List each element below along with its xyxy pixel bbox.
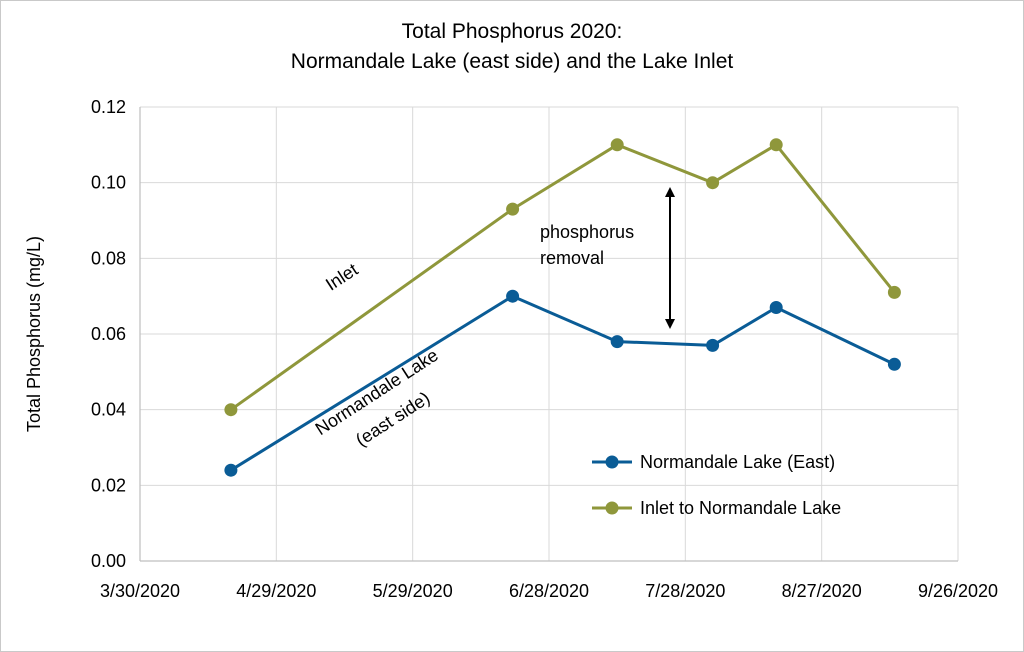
series <box>224 138 901 477</box>
chart-title-line-2: Normandale Lake (east side) and the Lake… <box>291 50 734 73</box>
chart-title-line-1: Total Phosphorus 2020: <box>402 20 623 43</box>
data-point <box>769 138 783 152</box>
data-point <box>224 463 238 477</box>
legend-label-inlet: Inlet to Normandale Lake <box>640 498 841 518</box>
x-tick-label: 4/29/2020 <box>236 581 316 601</box>
series-inlet <box>224 138 901 417</box>
y-tick-label: 0.04 <box>91 400 126 420</box>
data-point <box>887 285 901 299</box>
y-tick-label: 0.00 <box>91 551 126 571</box>
x-tick-label: 5/29/2020 <box>373 581 453 601</box>
legend-label-lake: Normandale Lake (East) <box>640 452 835 472</box>
y-tick-labels: 0.00 0.02 0.04 0.06 0.08 0.10 0.12 <box>91 97 126 571</box>
data-point <box>610 138 624 152</box>
x-tick-labels: 3/30/2020 4/29/2020 5/29/2020 6/28/2020 7/28… <box>100 581 998 601</box>
series-line <box>230 294 896 472</box>
data-point <box>887 357 901 371</box>
y-tick-label: 0.08 <box>91 248 126 268</box>
legend: Normandale Lake (East) Inlet to Normanda… <box>592 452 841 518</box>
data-point <box>769 301 783 314</box>
x-tick-label: 9/26/2020 <box>918 581 998 601</box>
inlet-annotation: Inlet <box>322 259 361 294</box>
y-tick-label: 0.10 <box>91 173 126 193</box>
legend-item-inlet: Inlet to Normandale Lake <box>592 498 841 518</box>
legend-marker-lake <box>605 455 619 469</box>
y-tick-label: 0.12 <box>91 97 126 117</box>
data-point <box>610 335 624 349</box>
legend-item-lake: Normandale Lake (East) <box>592 452 835 472</box>
data-point <box>506 202 520 216</box>
series-line <box>230 143 896 411</box>
x-tick-label: 6/28/2020 <box>509 581 589 601</box>
y-axis-title: Total Phosphorus (mg/L) <box>24 236 44 432</box>
grid <box>140 106 959 561</box>
axes <box>139 107 958 562</box>
y-tick-label: 0.02 <box>91 475 126 495</box>
data-point <box>706 338 720 352</box>
x-tick-label: 3/30/2020 <box>100 581 180 601</box>
legend-marker-inlet <box>605 501 619 515</box>
removal-annotation-line-2: removal <box>540 248 604 268</box>
x-tick-label: 8/27/2020 <box>782 581 862 601</box>
removal-annotation-line-1: phosphorus <box>540 222 634 242</box>
series-lake <box>224 289 901 477</box>
data-point <box>506 289 520 303</box>
y-tick-label: 0.06 <box>91 324 126 344</box>
data-point <box>706 176 720 190</box>
x-tick-label: 7/28/2020 <box>645 581 725 601</box>
data-point <box>224 403 238 417</box>
